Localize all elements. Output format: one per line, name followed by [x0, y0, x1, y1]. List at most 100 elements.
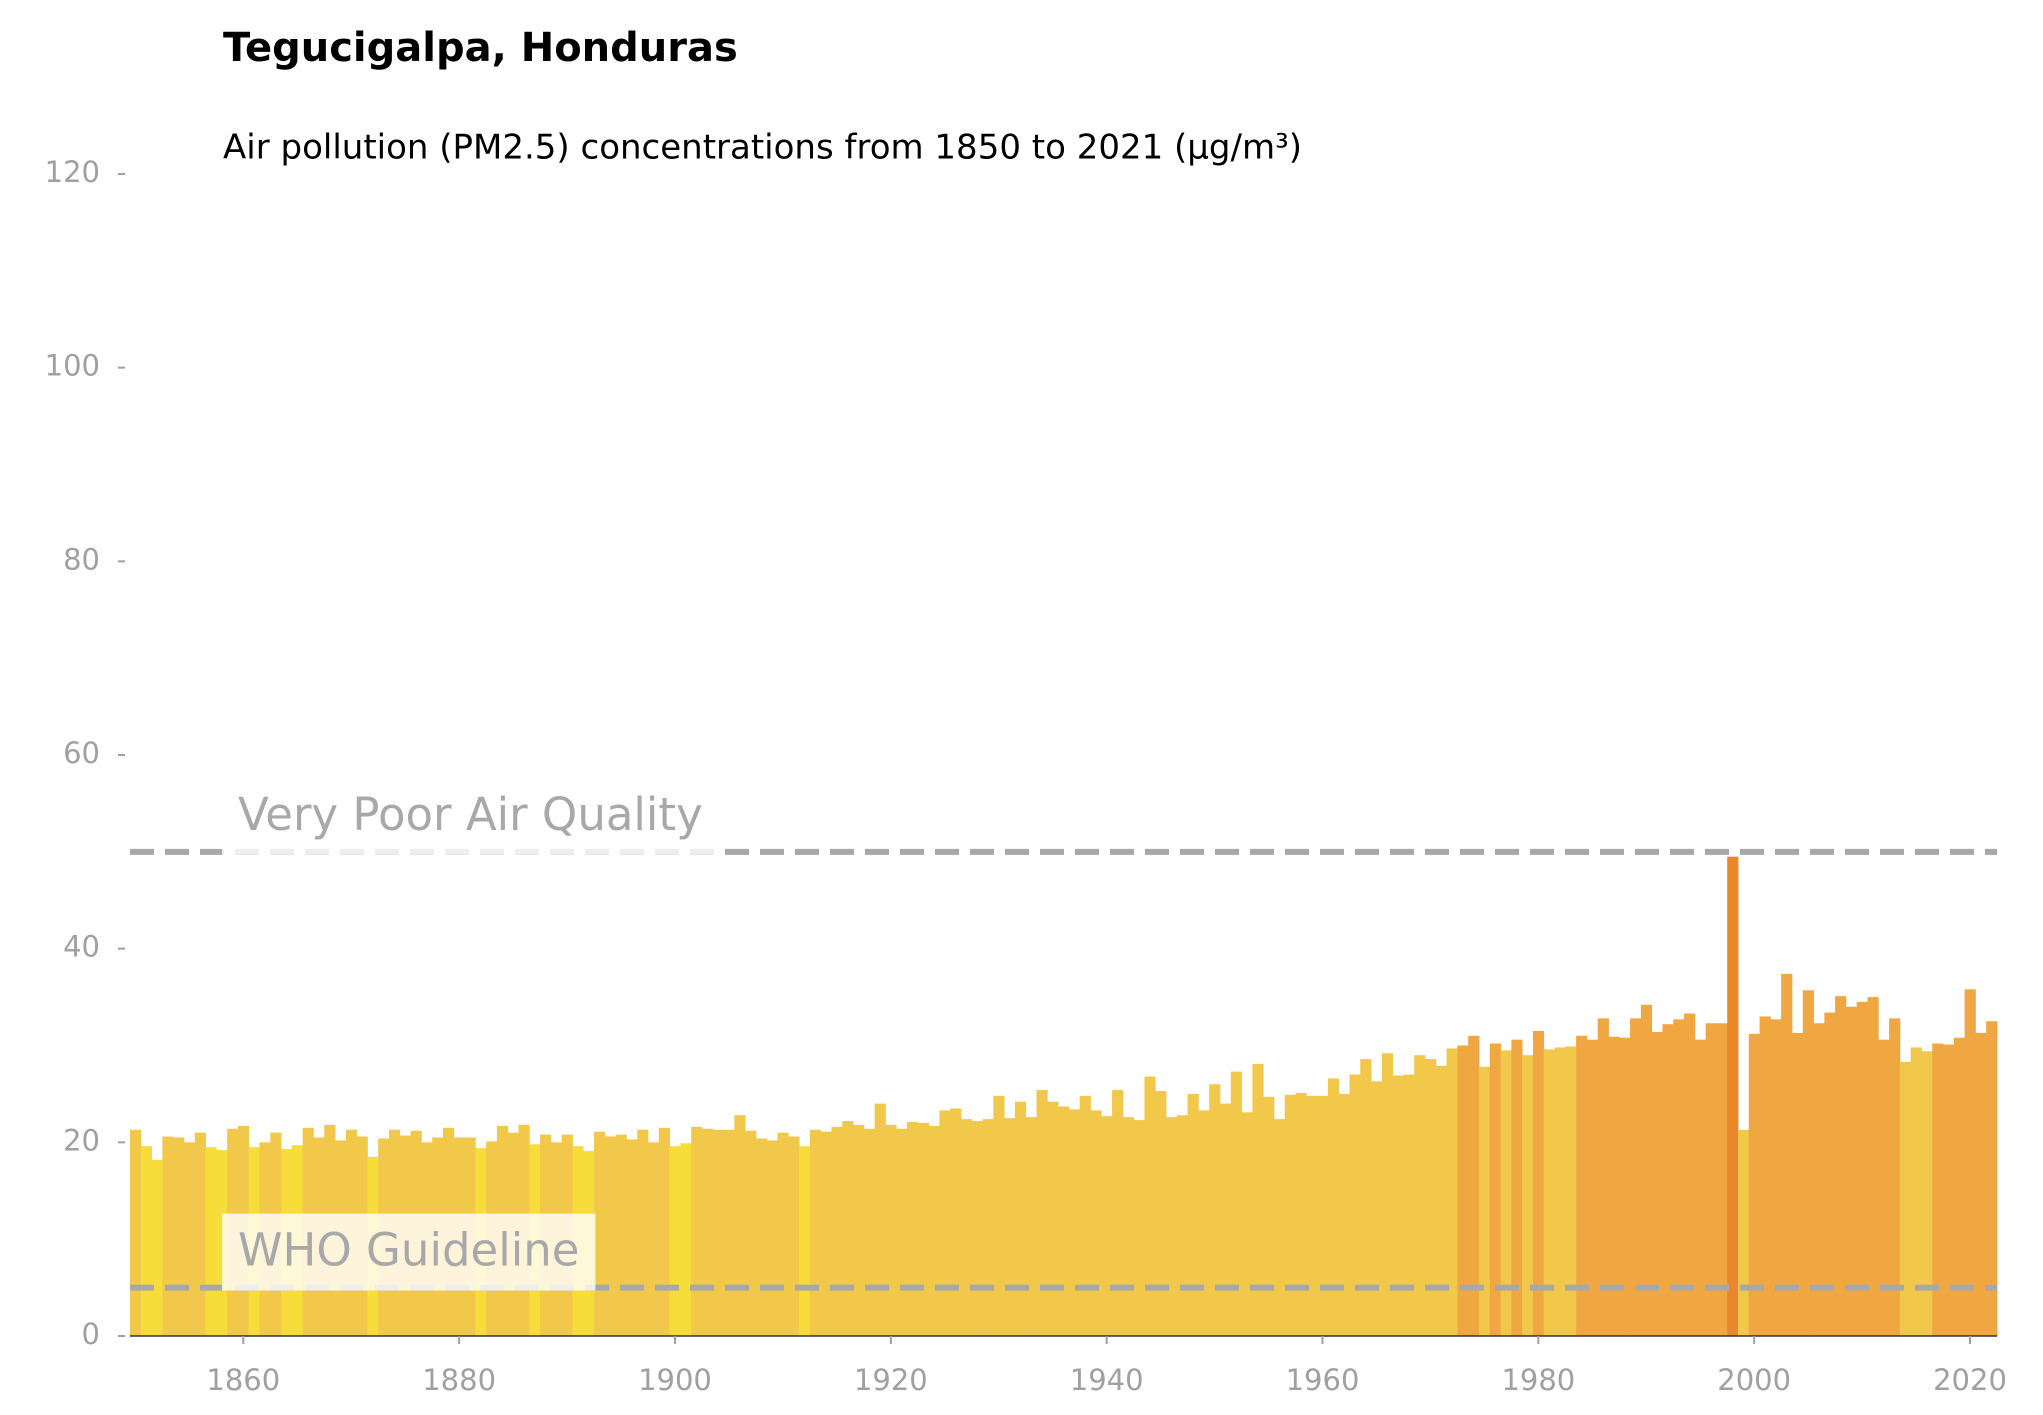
bar — [1112, 1090, 1124, 1336]
bar — [1414, 1055, 1426, 1336]
bar — [1198, 1110, 1210, 1336]
bar — [1133, 1120, 1145, 1336]
bar — [1932, 1043, 1944, 1336]
bar — [950, 1108, 962, 1336]
x-tick-label: 2020 — [1933, 1363, 2007, 1397]
bar — [1004, 1118, 1016, 1336]
x-tick-label: 1900 — [638, 1363, 712, 1397]
y-tick-label: 100 — [45, 349, 100, 383]
bar — [1176, 1115, 1189, 1336]
bar — [907, 1121, 919, 1336]
bar — [140, 1146, 152, 1336]
bar — [1748, 1033, 1760, 1336]
bar — [1694, 1039, 1707, 1336]
bar — [1910, 1047, 1922, 1336]
bar — [1381, 1053, 1394, 1336]
bar — [615, 1134, 627, 1336]
bar — [1867, 997, 1879, 1336]
bar — [1144, 1076, 1156, 1336]
bar — [1791, 1032, 1804, 1336]
bar — [1953, 1037, 1966, 1336]
bar — [1737, 1129, 1750, 1336]
bar — [1446, 1048, 1458, 1336]
bar — [1219, 1103, 1232, 1336]
bar — [637, 1129, 649, 1336]
bar — [1899, 1061, 1912, 1336]
bar — [1068, 1109, 1081, 1336]
bar — [896, 1128, 908, 1336]
bar — [1856, 1001, 1868, 1336]
bar — [1263, 1096, 1275, 1336]
bar — [863, 1128, 876, 1336]
y-tick-label: 40 — [63, 930, 100, 964]
bar — [820, 1131, 832, 1336]
bar — [1241, 1112, 1253, 1336]
bar — [842, 1121, 854, 1336]
bar — [1619, 1037, 1631, 1336]
bar — [993, 1095, 1005, 1336]
reference-label: Very Poor Air Quality — [238, 788, 703, 841]
bar — [799, 1146, 811, 1336]
bar — [1489, 1043, 1501, 1336]
bar — [604, 1136, 617, 1336]
bar — [1921, 1051, 1933, 1336]
x-tick-label: 1980 — [1501, 1363, 1575, 1397]
bar — [928, 1125, 940, 1336]
bar — [1943, 1044, 1955, 1336]
bar — [1155, 1091, 1167, 1336]
bar — [1781, 973, 1793, 1336]
bar — [1511, 1039, 1523, 1336]
bar — [1802, 990, 1814, 1336]
bar — [1673, 1019, 1685, 1336]
bar — [1684, 1013, 1696, 1336]
bar — [1317, 1095, 1329, 1336]
bar — [831, 1126, 843, 1336]
bar — [1025, 1117, 1037, 1336]
bar — [809, 1129, 822, 1336]
bar — [755, 1138, 768, 1336]
x-tick-label: 1960 — [1286, 1363, 1360, 1397]
bar — [680, 1143, 692, 1336]
bar — [1187, 1093, 1199, 1336]
bar — [151, 1159, 163, 1336]
bar — [1705, 1023, 1717, 1336]
bar — [691, 1126, 703, 1336]
bar — [658, 1127, 670, 1336]
bar — [1047, 1101, 1059, 1336]
bar — [1824, 1012, 1836, 1336]
y-tick-label: 80 — [63, 542, 100, 576]
reference-label-box — [222, 1213, 596, 1291]
bar — [1295, 1092, 1307, 1336]
bar — [1209, 1084, 1221, 1336]
bar — [1230, 1071, 1242, 1336]
bar — [1543, 1049, 1555, 1336]
bar — [885, 1124, 897, 1336]
chart-subtitle: Air pollution (PM2.5) concentrations fro… — [223, 128, 1302, 168]
bar — [626, 1139, 638, 1336]
bar — [723, 1129, 735, 1336]
bar — [1457, 1045, 1469, 1336]
bar — [1889, 1018, 1901, 1336]
bar — [1662, 1024, 1674, 1336]
bar — [648, 1142, 660, 1336]
bar — [1576, 1035, 1588, 1336]
x-tick-label: 2000 — [1717, 1363, 1791, 1397]
bar — [594, 1131, 606, 1336]
bar — [1975, 1032, 1987, 1336]
bar — [734, 1115, 746, 1336]
x-tick-label: 1920 — [854, 1363, 928, 1397]
bar — [1090, 1110, 1102, 1336]
bar — [777, 1132, 789, 1336]
bar — [1478, 1066, 1491, 1336]
bar — [788, 1136, 800, 1336]
bar — [1252, 1063, 1264, 1336]
bar — [701, 1128, 714, 1336]
bar — [194, 1132, 206, 1336]
bar — [1770, 1019, 1782, 1336]
bar — [1371, 1081, 1383, 1336]
bar — [1349, 1074, 1361, 1336]
bar — [1597, 1018, 1609, 1336]
bar — [1640, 1004, 1653, 1336]
bar — [939, 1110, 951, 1336]
